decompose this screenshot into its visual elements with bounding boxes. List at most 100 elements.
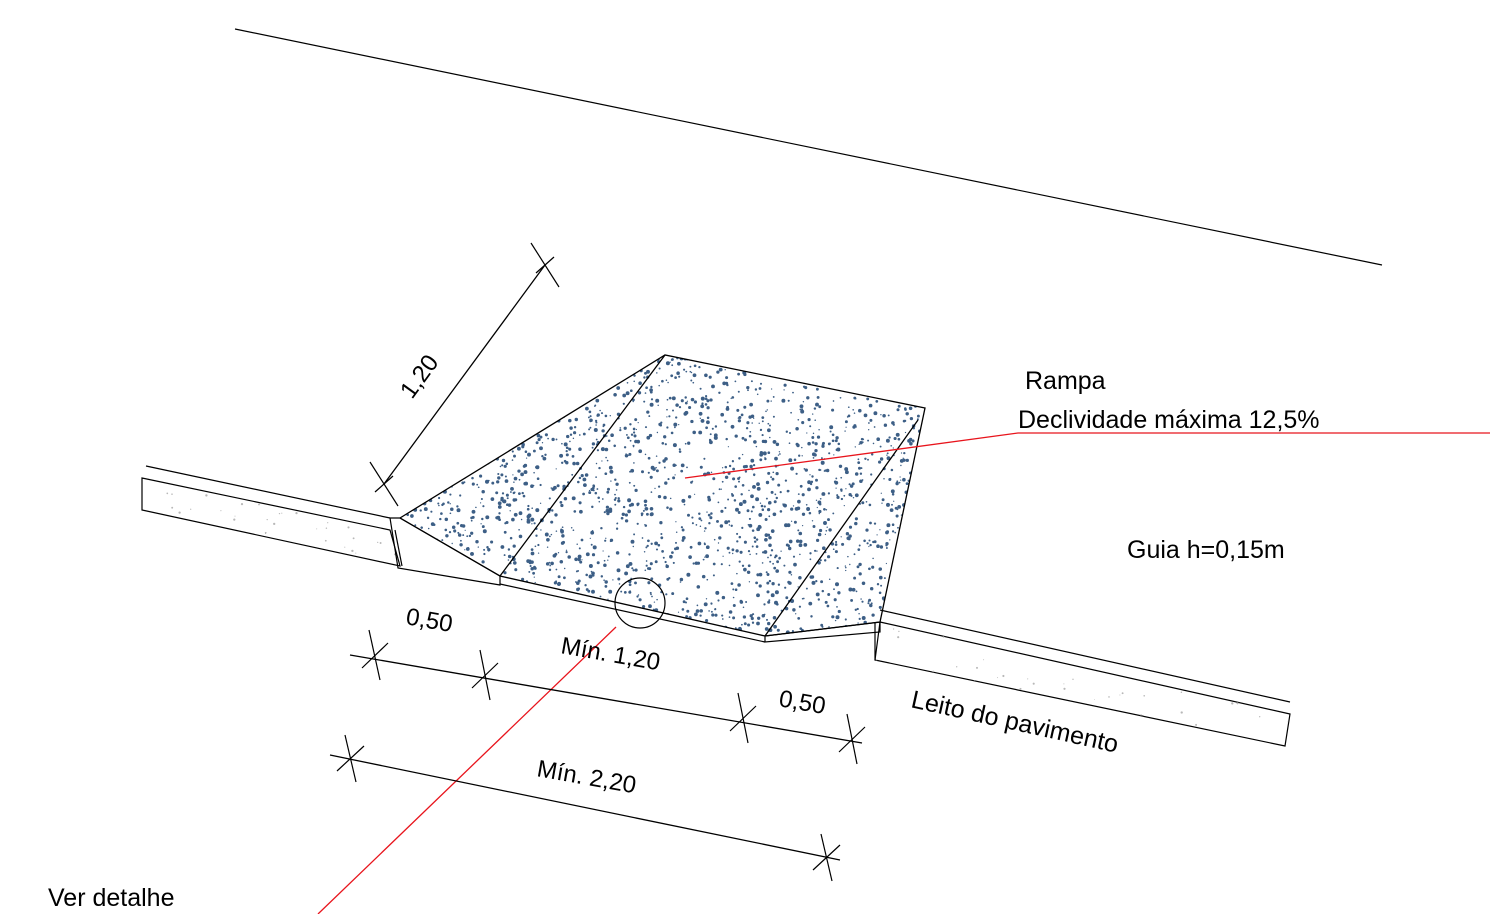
curb-texture-dot xyxy=(359,594,362,598)
ramp-texture-dot xyxy=(551,605,555,609)
ramp-texture-dot xyxy=(831,408,835,412)
curb-texture-dot xyxy=(965,487,968,490)
ramp-texture-dot xyxy=(873,522,877,525)
curb-texture-dot xyxy=(344,546,346,548)
ramp-texture-dot xyxy=(758,584,762,588)
ramp-texture-dot xyxy=(536,477,540,481)
ramp-texture-dot xyxy=(831,375,836,380)
ramp-texture-dot xyxy=(876,383,879,386)
dim-label-ramp-depth: 1,20 xyxy=(395,350,444,404)
curb-texture-dot xyxy=(597,702,600,704)
ramp-texture-dot xyxy=(808,355,811,356)
ramp-texture-dot xyxy=(821,624,823,626)
ramp-texture-dot xyxy=(843,371,846,374)
ramp-texture-dot xyxy=(418,454,422,458)
ramp-texture-dot xyxy=(558,629,561,631)
ramp-texture-dot xyxy=(542,633,545,636)
ramp-texture-dot xyxy=(816,550,818,552)
ramp-texture-dot xyxy=(444,517,449,522)
ramp-texture-dot xyxy=(921,518,925,523)
curb-texture-dot xyxy=(289,606,292,608)
curb-texture-dot xyxy=(1206,604,1209,607)
dim-label-ramp-width: Mín. 1,20 xyxy=(559,632,662,676)
ramp-texture-dot xyxy=(821,444,825,448)
ramp-texture-dot xyxy=(500,473,504,477)
ramp-texture-dot xyxy=(747,549,751,553)
ramp-texture-dot xyxy=(568,406,571,409)
curb-texture-dot xyxy=(1017,486,1020,489)
curb-texture-dot xyxy=(1119,694,1121,696)
ramp-texture-dot xyxy=(476,404,479,407)
ramp-texture-dot xyxy=(438,496,441,500)
ramp-texture-dot xyxy=(726,383,729,387)
ramp-texture-dot xyxy=(860,627,862,630)
ramp-texture-dot xyxy=(476,623,480,628)
ramp-texture-dot xyxy=(728,464,732,468)
ramp-texture-dot xyxy=(528,605,533,610)
ramp-texture-dot xyxy=(489,623,492,626)
ramp-texture-dot xyxy=(627,362,631,366)
ramp-texture-dot xyxy=(416,403,419,406)
curb-texture-dot xyxy=(733,717,736,719)
ramp-texture-dot xyxy=(444,528,448,532)
ramp-texture-dot xyxy=(904,540,907,544)
ramp-texture-dot xyxy=(625,613,629,617)
ramp-texture-dot xyxy=(687,441,691,445)
ramp-texture-dot xyxy=(422,601,424,604)
ramp-texture-dot xyxy=(590,633,594,636)
ramp-texture-dot xyxy=(434,471,436,473)
ramp-texture-dot xyxy=(654,357,657,360)
ramp-texture-dot xyxy=(468,534,472,538)
ramp-texture-dot xyxy=(649,617,653,622)
ramp-texture-dot xyxy=(521,376,525,380)
ramp-texture-dot xyxy=(758,572,763,577)
ramp-texture-dot xyxy=(412,530,415,533)
ramp-texture-dot xyxy=(737,643,738,644)
curb-texture-dot xyxy=(1094,575,1097,578)
ramp-texture-dot xyxy=(580,538,584,542)
ramp-texture-dot xyxy=(684,401,688,405)
ramp-texture-dot xyxy=(637,357,642,362)
curb-texture-dot xyxy=(1043,702,1046,705)
curb-texture-dot xyxy=(541,643,544,646)
curb-texture-dot xyxy=(731,708,734,711)
ramp-texture-dot xyxy=(654,541,658,546)
ramp-texture-dot xyxy=(672,561,675,564)
ramp-texture-dot xyxy=(764,356,767,360)
ramp-texture-dot xyxy=(571,473,574,476)
ramp-texture-dot xyxy=(501,590,504,594)
curb-texture-dot xyxy=(741,524,744,527)
ramp-texture-dot xyxy=(593,428,598,432)
ramp-texture-dot xyxy=(924,579,925,582)
ramp-texture-dot xyxy=(502,368,507,373)
ramp-texture-dot xyxy=(465,386,468,390)
ramp-texture-dot xyxy=(600,575,604,578)
ramp-texture-dot xyxy=(880,584,883,587)
ramp-texture-dot xyxy=(607,555,610,558)
ramp-texture-dot xyxy=(565,449,568,453)
ramp-texture-dot xyxy=(663,466,666,469)
ramp-texture-dot xyxy=(523,359,525,362)
ramp-texture-dot xyxy=(481,489,485,494)
ramp-texture-dot xyxy=(534,375,536,378)
ramp-texture-dot xyxy=(914,523,917,525)
ramp-texture-dot xyxy=(633,484,636,487)
ramp-texture-dot xyxy=(680,463,685,468)
ramp-texture-dot xyxy=(734,588,738,591)
curb-texture-dot xyxy=(693,603,695,606)
ramp-texture-dot xyxy=(576,543,578,546)
curb-texture-dot xyxy=(540,574,544,577)
curb-texture-dot xyxy=(977,492,979,493)
ramp-texture-dot xyxy=(827,492,831,495)
ramp-texture-dot xyxy=(801,597,804,600)
ramp-texture-dot xyxy=(614,496,617,500)
ramp-texture-dot xyxy=(674,474,676,476)
ramp-texture-dot xyxy=(457,508,461,512)
ramp-texture-dot xyxy=(867,458,869,461)
curb-texture-dot xyxy=(273,681,276,684)
curb-texture-dot xyxy=(1273,629,1275,631)
ramp-texture-dot xyxy=(818,512,821,515)
curb-texture-dot xyxy=(352,537,355,540)
curb-texture-dot xyxy=(585,614,587,616)
ramp-texture-dot xyxy=(608,465,613,470)
